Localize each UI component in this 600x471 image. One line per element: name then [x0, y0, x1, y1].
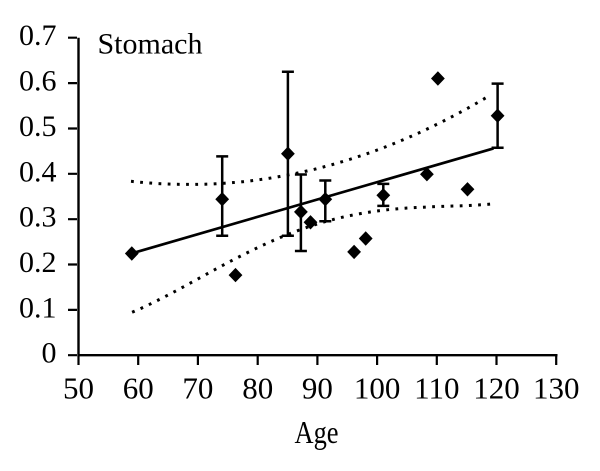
svg-text:110: 110: [414, 371, 459, 406]
svg-text:0.2: 0.2: [19, 246, 57, 279]
svg-text:60: 60: [123, 371, 154, 406]
svg-text:0.3: 0.3: [19, 201, 57, 234]
svg-text:0.4: 0.4: [19, 155, 57, 188]
svg-text:100: 100: [354, 371, 401, 406]
svg-text:0: 0: [42, 337, 57, 370]
svg-text:130: 130: [533, 371, 580, 406]
svg-text:0.6: 0.6: [19, 65, 57, 98]
svg-text:0.1: 0.1: [19, 291, 57, 324]
svg-text:80: 80: [242, 371, 273, 406]
svg-text:Age: Age: [295, 414, 339, 450]
svg-text:70: 70: [182, 371, 213, 406]
svg-text:0.7: 0.7: [19, 19, 57, 52]
svg-text:120: 120: [473, 371, 520, 406]
svg-text:0.5: 0.5: [19, 110, 57, 143]
svg-text:50: 50: [63, 371, 94, 406]
svg-text:Stomach: Stomach: [98, 27, 203, 60]
svg-text:90: 90: [302, 371, 333, 406]
